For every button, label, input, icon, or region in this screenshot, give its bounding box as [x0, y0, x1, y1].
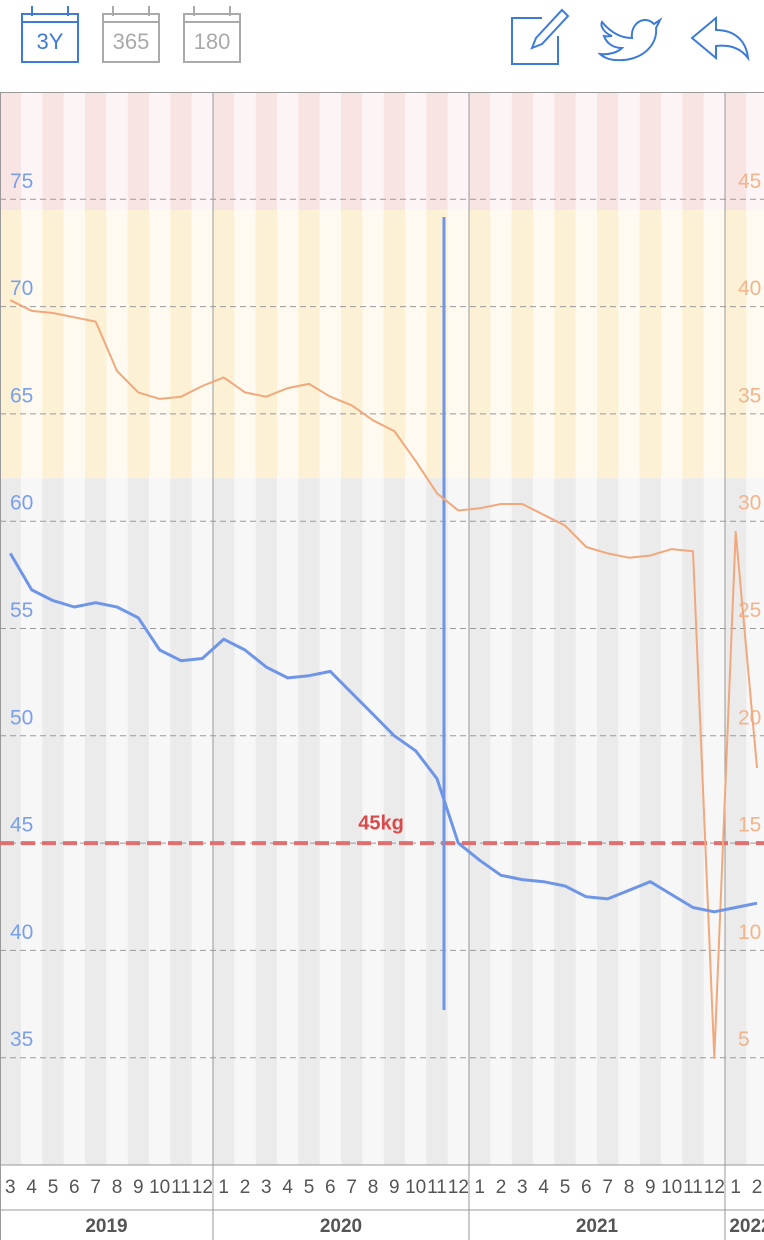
x-tick-label: 3	[517, 1177, 528, 1198]
x-tick-label: 7	[346, 1177, 357, 1198]
x-tick-label: 11	[171, 1177, 191, 1198]
x-tick-label: 8	[112, 1177, 123, 1198]
x-tick-label: 9	[645, 1177, 656, 1198]
year-label: 2022	[729, 1216, 764, 1237]
y-tick-label: 55	[10, 599, 33, 622]
y2-tick-label: 5	[738, 1028, 750, 1051]
x-tick-label: 8	[624, 1177, 635, 1198]
x-tick-label: 2	[496, 1177, 507, 1198]
twitter-button[interactable]	[597, 17, 663, 62]
x-tick-label: 6	[325, 1177, 336, 1198]
x-tick-label: 2	[752, 1177, 763, 1198]
x-tick-label: 9	[133, 1177, 144, 1198]
x-tick-label: 9	[389, 1177, 400, 1198]
x-tick-label: 12	[192, 1177, 213, 1198]
x-tick-label: 11	[427, 1177, 447, 1198]
target-label: 45kg	[358, 812, 404, 834]
y2-tick-label: 15	[738, 814, 761, 837]
range-365-button[interactable]: 365	[102, 6, 160, 63]
x-tick-label: 2	[240, 1177, 251, 1198]
x-tick-label: 10	[149, 1177, 170, 1198]
series-line	[9, 552, 758, 914]
x-tick-label: 8	[368, 1177, 379, 1198]
x-tick-label: 3	[5, 1177, 16, 1198]
y2-tick-label: 35	[738, 384, 761, 407]
x-tick-label: 1	[474, 1177, 485, 1198]
y-tick-label: 35	[10, 1028, 33, 1051]
x-tick-label: 11	[683, 1177, 703, 1198]
year-label: 2019	[85, 1216, 127, 1237]
x-tick-label: 1	[730, 1177, 741, 1198]
month-stripe	[618, 92, 640, 1165]
month-stripe	[149, 92, 171, 1165]
x-tick-label: 10	[661, 1177, 682, 1198]
y2-tick-label: 10	[738, 921, 761, 944]
year-label: 2020	[320, 1216, 362, 1237]
y-tick-label: 65	[10, 384, 33, 407]
month-stripe	[277, 92, 299, 1165]
x-tick-label: 3	[261, 1177, 272, 1198]
y-tick-label: 40	[10, 921, 33, 944]
back-button[interactable]	[690, 15, 750, 62]
x-tick-label: 7	[602, 1177, 613, 1198]
year-label: 2021	[576, 1216, 619, 1237]
x-tick-label: 6	[581, 1177, 592, 1198]
x-tick-label: 5	[304, 1177, 315, 1198]
range-3y-button[interactable]: 3Y	[21, 6, 79, 63]
x-tick-label: 10	[405, 1177, 426, 1198]
x-tick-label: 4	[538, 1177, 549, 1198]
y2-tick-label: 45	[738, 170, 761, 193]
series-line	[9, 299, 758, 1059]
x-tick-label: 4	[282, 1177, 293, 1198]
y2-tick-label: 20	[738, 706, 761, 729]
range-label: 365	[113, 29, 150, 54]
y2-tick-label: 30	[738, 492, 761, 515]
x-tick-label: 7	[90, 1177, 101, 1198]
x-tick-label: 1	[218, 1177, 229, 1198]
y-tick-label: 75	[10, 170, 33, 193]
x-tick-label: 5	[560, 1177, 571, 1198]
x-tick-label: 12	[704, 1177, 725, 1198]
range-180-button[interactable]: 180	[183, 6, 241, 63]
y-tick-label: 50	[10, 706, 33, 729]
month-stripe	[447, 92, 469, 1165]
y-tick-label: 70	[10, 277, 33, 300]
y-tick-label: 45	[10, 814, 33, 837]
y2-tick-label: 40	[738, 277, 761, 300]
x-tick-label: 6	[69, 1177, 80, 1198]
range-label: 180	[194, 29, 231, 54]
x-tick-label: 12	[448, 1177, 469, 1198]
x-tick-label: 5	[48, 1177, 59, 1198]
edit-button[interactable]	[511, 8, 570, 65]
x-tick-label: 4	[26, 1177, 37, 1198]
range-label: 3Y	[37, 29, 64, 54]
toolbar: 3Y 365 180	[21, 6, 750, 65]
y-tick-label: 60	[10, 492, 33, 515]
